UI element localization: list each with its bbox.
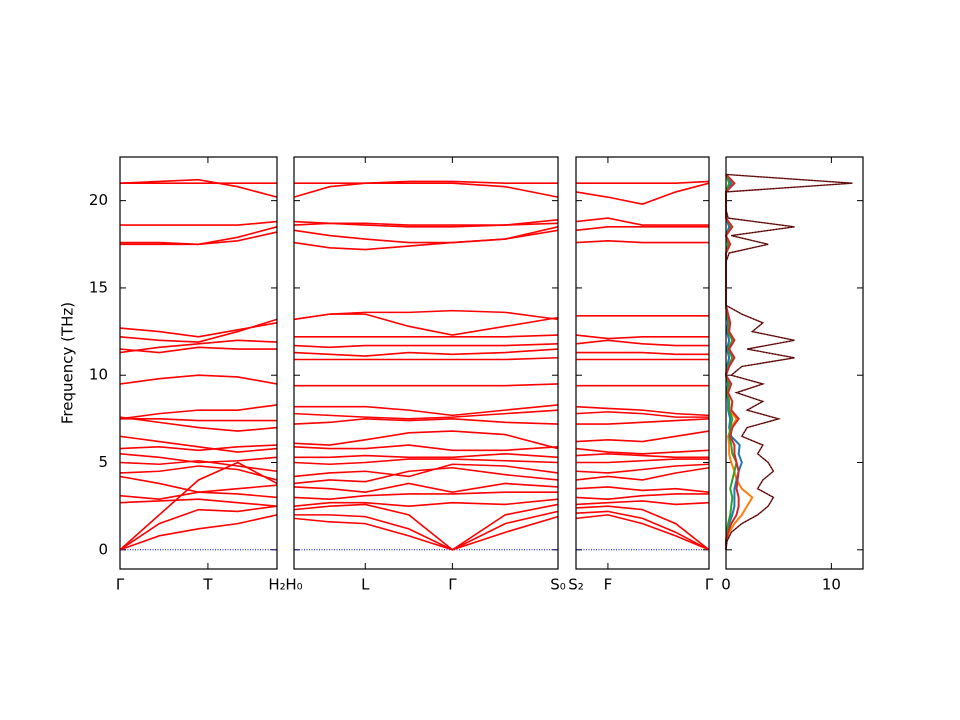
band-line	[120, 418, 277, 422]
panel-frame	[119, 156, 278, 570]
band-line	[575, 334, 709, 340]
band-line	[120, 220, 278, 226]
band-line	[575, 463, 710, 474]
dos-line	[724, 173, 740, 550]
band-line	[575, 217, 709, 226]
band-line	[119, 498, 278, 507]
y-tick-label: 15	[89, 278, 108, 296]
band-line	[293, 482, 559, 494]
band-line	[575, 182, 710, 205]
x-tick-label: L	[361, 576, 370, 594]
band-line	[293, 515, 559, 551]
band-line	[575, 226, 709, 232]
band-line	[119, 452, 278, 464]
band-line	[294, 404, 559, 417]
band-line	[293, 498, 559, 507]
band-line	[119, 374, 278, 385]
band-line	[119, 505, 278, 551]
band-line	[293, 226, 559, 244]
band-line	[293, 466, 559, 485]
band-line	[575, 405, 710, 417]
band-line	[293, 463, 559, 478]
band-line	[293, 343, 559, 349]
x-tick-label: Γ	[448, 576, 457, 594]
band-line	[119, 435, 278, 453]
y-tick-label: 5	[98, 453, 108, 471]
panel-frame	[575, 156, 710, 570]
band-line	[119, 491, 278, 500]
band-line	[293, 313, 559, 336]
y-tick-label: 10	[89, 366, 108, 384]
band-line	[293, 409, 559, 420]
band-line	[576, 180, 710, 184]
band-line	[119, 178, 278, 198]
band-line	[293, 348, 559, 357]
band-line	[119, 461, 278, 551]
x-tick-label: 10	[822, 576, 841, 594]
band-line	[575, 466, 710, 481]
panel-frame	[293, 156, 559, 570]
x-tick-label: Γ	[116, 576, 125, 594]
band-line	[294, 334, 559, 338]
y-axis-label: Frequency (THz)	[59, 302, 77, 424]
band-line	[575, 239, 709, 244]
y-tick-label: 20	[89, 191, 108, 209]
x-tick-label: S₀	[550, 576, 566, 594]
band-line	[575, 505, 710, 551]
band-line	[293, 491, 558, 500]
band-line	[576, 418, 710, 425]
band-line	[119, 459, 278, 473]
band-line	[120, 226, 278, 246]
x-tick-label: 0	[721, 576, 731, 594]
band-line	[119, 444, 278, 452]
band-line	[293, 182, 559, 198]
band-line	[119, 465, 278, 481]
band-line	[119, 514, 278, 551]
band-line	[293, 430, 559, 450]
band-line	[119, 346, 277, 354]
x-tick-label: Γ	[705, 576, 714, 594]
x-tick-label: S₂	[568, 576, 584, 594]
band-line	[294, 356, 559, 361]
band-line	[575, 430, 710, 443]
band-line	[293, 444, 559, 452]
band-line	[293, 418, 559, 425]
band-line	[293, 503, 559, 551]
band-line	[575, 452, 709, 459]
dos-line-dotted	[725, 173, 853, 550]
band-line	[576, 458, 709, 464]
band-line	[294, 383, 559, 387]
y-tick-label: 0	[98, 540, 108, 558]
band-line	[119, 404, 278, 420]
x-tick-label: T	[202, 576, 213, 594]
band-line	[294, 180, 558, 184]
panel-frame	[725, 156, 864, 570]
band-line	[576, 351, 709, 356]
x-tick-label: F	[604, 576, 613, 594]
band-line	[119, 475, 278, 493]
band-line	[293, 229, 559, 251]
band-line	[575, 411, 709, 418]
x-tick-label: H₀	[285, 576, 302, 594]
band-line	[293, 458, 559, 466]
band-line	[575, 486, 710, 493]
band-line	[575, 510, 710, 551]
band-line	[294, 452, 559, 459]
band-line	[293, 219, 559, 226]
band-line	[575, 447, 710, 455]
band-line	[575, 500, 710, 506]
band-line	[119, 416, 278, 432]
band-line	[119, 339, 278, 354]
x-tick-label: H₂	[268, 576, 285, 594]
band-line	[575, 514, 710, 551]
dos-line	[725, 173, 853, 550]
band-line	[294, 510, 559, 551]
band-line	[575, 339, 709, 347]
band-line	[575, 493, 709, 500]
band-line	[119, 322, 278, 338]
band-line	[293, 309, 559, 321]
